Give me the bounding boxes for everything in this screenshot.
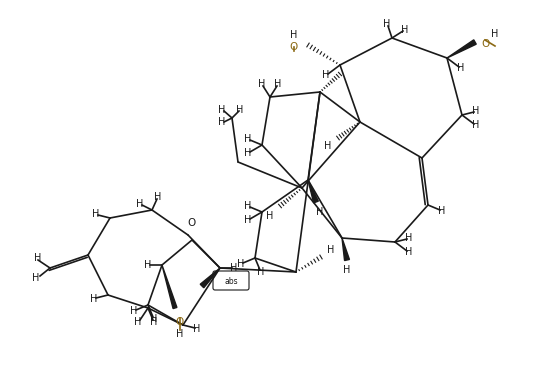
Polygon shape: [200, 268, 220, 288]
Text: H: H: [472, 106, 480, 116]
Text: H: H: [135, 317, 142, 327]
Text: H: H: [150, 314, 158, 324]
Text: H: H: [33, 273, 40, 283]
Text: O: O: [188, 218, 196, 228]
Polygon shape: [342, 238, 349, 261]
Text: H: H: [316, 207, 324, 217]
Text: H: H: [237, 105, 244, 115]
Text: H: H: [218, 117, 226, 127]
Text: H: H: [154, 192, 162, 202]
Text: H: H: [150, 317, 158, 327]
Text: H: H: [491, 29, 499, 39]
Text: O: O: [290, 42, 298, 52]
Text: H: H: [193, 324, 201, 334]
Text: H: H: [230, 263, 238, 273]
Text: H: H: [383, 19, 391, 29]
Text: H: H: [245, 201, 252, 211]
Text: H: H: [90, 294, 98, 304]
Text: H: H: [324, 141, 332, 151]
Text: H: H: [245, 134, 252, 144]
Text: H: H: [457, 63, 465, 73]
Text: H: H: [136, 199, 144, 209]
Polygon shape: [308, 180, 318, 203]
Text: H: H: [218, 105, 226, 115]
Text: H: H: [34, 253, 42, 263]
Text: H: H: [130, 306, 138, 316]
Text: H: H: [405, 233, 413, 243]
Polygon shape: [162, 265, 177, 309]
Text: H: H: [274, 79, 282, 89]
Text: H: H: [438, 206, 446, 216]
Text: H: H: [144, 260, 152, 270]
Text: H: H: [327, 245, 335, 255]
Text: H: H: [290, 30, 297, 40]
Text: H: H: [176, 329, 184, 339]
Text: O: O: [481, 39, 489, 49]
FancyBboxPatch shape: [213, 271, 249, 290]
Text: H: H: [266, 211, 274, 221]
Text: H: H: [92, 209, 100, 219]
Text: H: H: [323, 70, 329, 80]
Text: H: H: [472, 120, 480, 130]
Text: H: H: [237, 259, 245, 269]
Text: O: O: [176, 317, 184, 327]
Text: H: H: [258, 79, 266, 89]
Polygon shape: [447, 40, 476, 58]
Text: H: H: [343, 265, 351, 275]
Text: H: H: [402, 25, 409, 35]
Text: H: H: [245, 215, 252, 225]
Text: abs: abs: [224, 276, 238, 285]
Text: H: H: [405, 247, 413, 257]
Text: H: H: [257, 267, 265, 277]
Text: H: H: [245, 148, 252, 158]
